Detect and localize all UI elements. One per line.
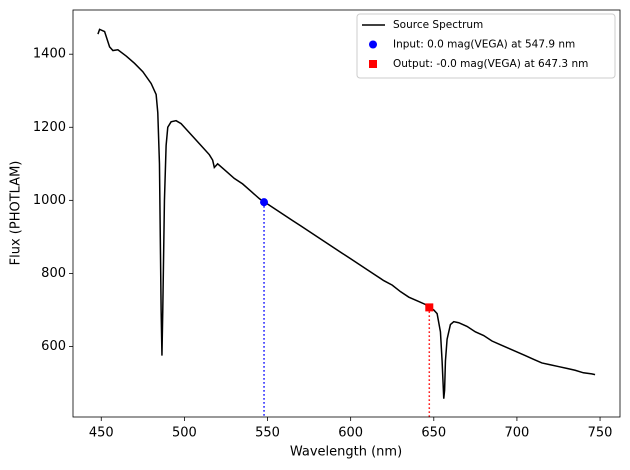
x-tick-label: 550: [255, 426, 280, 441]
x-tick-label: 600: [338, 426, 363, 441]
y-tick-label: 1400: [33, 47, 66, 62]
x-tick-label: 750: [588, 426, 613, 441]
y-tick-label: 1000: [33, 193, 66, 208]
legend-handle: [369, 40, 377, 49]
axes-frame: [72, 9, 621, 418]
y-tick-label: 800: [41, 266, 66, 281]
legend-label: Input: 0.0 mag(VEGA) at 547.9 nm: [393, 39, 575, 51]
marker: [260, 198, 269, 207]
x-tick-label: 450: [89, 426, 114, 441]
legend-label: Output: -0.0 mag(VEGA) at 647.3 nm: [393, 58, 588, 70]
legend-handle: [369, 60, 377, 68]
x-tick-label: 700: [505, 426, 530, 441]
legend-box: [356, 13, 616, 79]
x-axis-label: Wavelength (nm): [290, 445, 402, 460]
x-tick-label: 650: [421, 426, 446, 441]
spectrum-line: [97, 28, 596, 399]
x-tick-label: 500: [172, 426, 197, 441]
plot-area: [97, 28, 596, 417]
y-tick-label: 600: [41, 339, 66, 354]
legend: Source Spectrum Input: 0.0 mag(VEGA) at 5…: [356, 13, 616, 79]
marker: [425, 303, 434, 312]
y-tick-label: 1200: [33, 120, 66, 135]
y-axis-label: Flux (PHOTLAM): [9, 161, 24, 266]
legend-label: Source Spectrum: [393, 19, 483, 31]
